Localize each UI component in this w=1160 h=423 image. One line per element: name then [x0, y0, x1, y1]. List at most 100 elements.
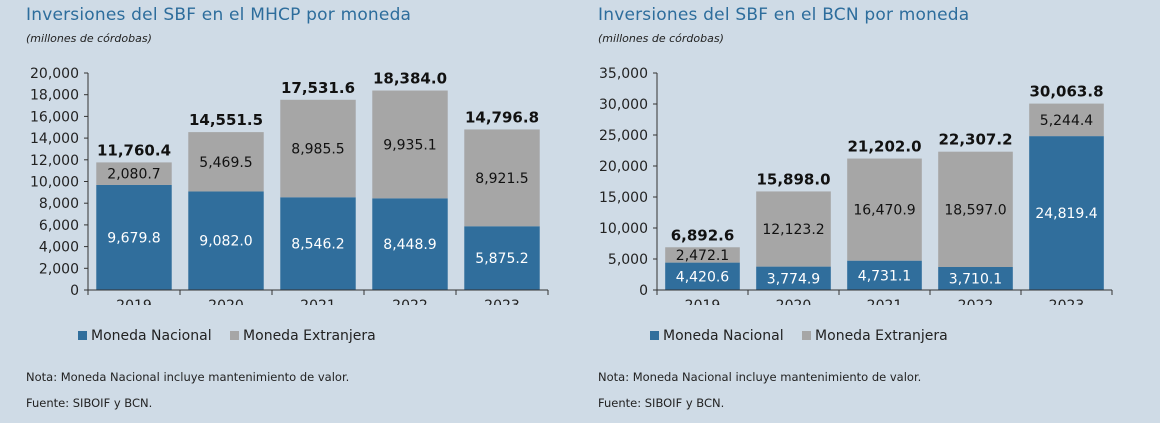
- chart-source: Fuente: SIBOIF y BCN.: [26, 396, 153, 410]
- legend-item-nacional: Moneda Nacional: [650, 328, 784, 344]
- y-tick-label: 16,000: [30, 109, 79, 125]
- bar-moneda-nacional: [665, 262, 740, 290]
- y-tick-label: 35,000: [599, 66, 648, 82]
- data-label-nacional: 4,731.1: [858, 268, 911, 284]
- data-label-total: 17,531.6: [281, 79, 355, 97]
- legend-item-extranjera: Moneda Extranjera: [230, 328, 376, 344]
- legend-item-extranjera: Moneda Extranjera: [802, 328, 948, 344]
- bar-moneda-nacional: [280, 197, 356, 290]
- bar-moneda-nacional: [188, 191, 264, 290]
- y-tick-label: 0: [639, 283, 648, 299]
- x-tick-label: 2022: [392, 298, 428, 305]
- chart-title: Inversiones del SBF en el MHCP por moned…: [26, 5, 412, 25]
- bar-moneda-nacional: [847, 260, 922, 290]
- data-label-total: 18,384.0: [373, 70, 447, 88]
- bar-moneda-extranjera: [96, 162, 172, 185]
- data-label-nacional: 3,710.1: [949, 271, 1002, 287]
- data-label-nacional: 4,420.6: [676, 269, 730, 285]
- chart-subtitle: (millones de córdobas): [26, 32, 152, 45]
- y-tick-label: 0: [70, 283, 79, 299]
- data-label-extranjera: 8,985.5: [291, 142, 344, 158]
- y-tick-label: 2,000: [39, 261, 79, 277]
- bar-moneda-extranjera: [372, 90, 448, 199]
- x-tick-label: 2019: [116, 298, 152, 305]
- x-tick-label: 2023: [484, 298, 520, 305]
- legend-label-nacional: Moneda Nacional: [91, 328, 212, 344]
- chart-note: Nota: Moneda Nacional incluye mantenimie…: [26, 370, 350, 384]
- bar-moneda-extranjera: [665, 247, 740, 263]
- data-label-total: 11,760.4: [97, 141, 171, 159]
- data-label-nacional: 8,448.9: [383, 237, 436, 253]
- y-tick-label: 5,000: [608, 252, 648, 268]
- data-label-total: 22,307.2: [938, 131, 1012, 149]
- data-label-extranjera: 2,080.7: [107, 167, 160, 183]
- y-tick-label: 12,000: [30, 153, 79, 169]
- bar-moneda-extranjera: [464, 129, 540, 227]
- y-tick-label: 18,000: [30, 88, 79, 104]
- y-tick-label: 6,000: [39, 218, 79, 234]
- legend-label-extranjera: Moneda Extranjera: [243, 328, 376, 344]
- chart-legend: Moneda Nacional Moneda Extranjera: [78, 328, 390, 348]
- bar-moneda-extranjera: [1029, 103, 1104, 137]
- bar-moneda-nacional: [938, 266, 1013, 290]
- data-label-nacional: 9,679.8: [107, 230, 160, 246]
- y-tick-label: 20,000: [30, 66, 79, 82]
- data-label-total: 6,892.6: [671, 226, 735, 244]
- y-tick-label: 4,000: [39, 240, 79, 256]
- data-label-extranjera: 8,921.5: [475, 171, 528, 187]
- data-label-extranjera: 12,123.2: [762, 222, 824, 238]
- x-tick-label: 2020: [776, 298, 812, 305]
- x-tick-label: 2021: [867, 298, 903, 305]
- y-tick-label: 10,000: [599, 221, 648, 237]
- x-tick-label: 2023: [1049, 298, 1085, 305]
- bar-moneda-nacional: [1029, 136, 1104, 290]
- chart-panel-bcn: Inversiones del SBF en el BCN por moneda…: [580, 0, 1160, 423]
- data-label-nacional: 8,546.2: [291, 237, 344, 253]
- data-label-extranjera: 2,472.1: [676, 248, 729, 264]
- bar-moneda-extranjera: [280, 99, 356, 198]
- bar-moneda-extranjera: [756, 191, 831, 267]
- legend-label-extranjera: Moneda Extranjera: [815, 328, 948, 344]
- data-label-extranjera: 9,935.1: [383, 137, 436, 153]
- bar-moneda-nacional: [756, 266, 831, 290]
- y-tick-label: 15,000: [599, 190, 648, 206]
- data-label-total: 14,796.8: [465, 108, 539, 126]
- chart-panel-mhcp: Inversiones del SBF en el MHCP por moned…: [26, 5, 549, 410]
- data-label-total: 14,551.5: [189, 111, 263, 129]
- y-tick-label: 8,000: [39, 196, 79, 212]
- chart-legend: Moneda Nacional Moneda Extranjera: [650, 328, 962, 348]
- bar-moneda-extranjera: [847, 158, 922, 261]
- y-tick-label: 30,000: [599, 97, 648, 113]
- x-tick-label: 2021: [300, 298, 336, 305]
- data-label-extranjera: 5,244.4: [1040, 113, 1094, 129]
- data-label-extranjera: 16,470.9: [853, 203, 915, 219]
- x-tick-label: 2019: [685, 298, 721, 305]
- data-label-total: 15,898.0: [756, 170, 830, 188]
- data-label-extranjera: 5,469.5: [199, 155, 252, 171]
- legend-swatch-extranjera: [230, 331, 240, 340]
- x-tick-label: 2020: [208, 298, 244, 305]
- bar-moneda-nacional: [96, 184, 172, 290]
- chart-source: Fuente: SIBOIF y BCN.: [598, 396, 725, 410]
- data-label-total: 30,063.8: [1029, 83, 1103, 101]
- legend-swatch-nacional: [650, 331, 659, 340]
- y-tick-label: 25,000: [599, 128, 648, 144]
- chart-title: Inversiones del SBF en el BCN por moneda: [598, 5, 970, 25]
- legend-swatch-nacional: [78, 331, 87, 340]
- data-label-nacional: 3,774.9: [767, 271, 820, 287]
- chart-plot-bcn: 0 5,000 10,000 15,000 20,000 25,000 30,000 35,0…: [599, 66, 1113, 305]
- y-tick-label: 14,000: [30, 131, 79, 147]
- bar-moneda-nacional: [372, 198, 448, 290]
- y-tick-label: 20,000: [599, 159, 648, 175]
- chart-plot-mhcp: 0 2,000 4,000 6,000 8,000 10,000 12,000 14,000 1…: [30, 66, 549, 305]
- x-tick-label: 2022: [958, 298, 994, 305]
- chart-subtitle: (millones de córdobas): [598, 32, 724, 45]
- data-label-extranjera: 18,597.0: [944, 202, 1006, 218]
- bar-moneda-extranjera: [938, 151, 1013, 267]
- data-label-total: 21,202.0: [847, 138, 921, 156]
- data-label-nacional: 9,082.0: [199, 234, 252, 250]
- y-tick-label: 10,000: [30, 175, 79, 191]
- legend-label-nacional: Moneda Nacional: [663, 328, 784, 344]
- legend-swatch-extranjera: [802, 331, 812, 340]
- chart-note: Nota: Moneda Nacional incluye mantenimie…: [598, 370, 922, 384]
